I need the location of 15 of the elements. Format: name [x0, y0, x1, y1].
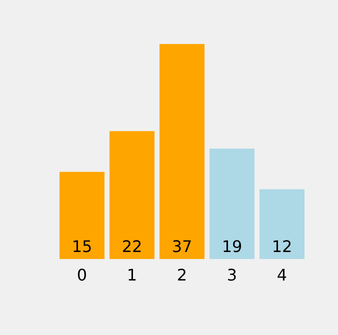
data-label: 22 [122, 237, 142, 256]
x-tick-label: 0 [76, 266, 88, 284]
data-label: 19 [222, 237, 242, 256]
bar [160, 44, 204, 259]
bar [110, 131, 154, 259]
x-tick-label: 2 [176, 266, 188, 284]
x-tick-label: 4 [276, 266, 288, 284]
data-label: 12 [272, 237, 292, 256]
bar [60, 172, 104, 259]
x-tick-label: 3 [226, 266, 238, 284]
data-label: 15 [72, 237, 92, 256]
bar [260, 189, 304, 259]
x-tick-label: 1 [126, 266, 138, 284]
bar [210, 148, 254, 259]
data-label: 37 [172, 237, 192, 256]
